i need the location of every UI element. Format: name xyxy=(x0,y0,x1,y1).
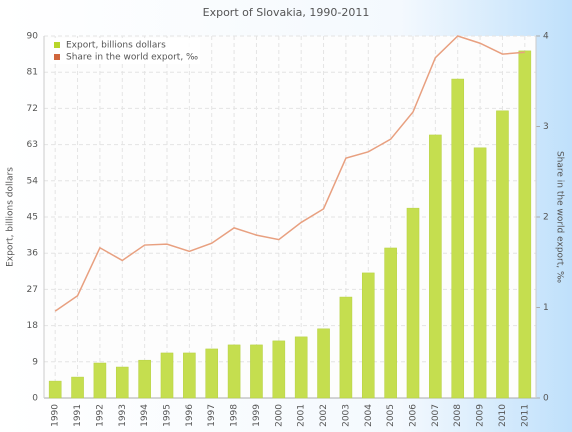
x-tick-label: 1997 xyxy=(207,404,217,427)
legend-label: Export, billions dollars xyxy=(66,41,166,51)
bar xyxy=(115,366,129,399)
bar xyxy=(227,344,241,399)
x-tick-label: 1998 xyxy=(230,404,240,427)
x-tick-label: 1991 xyxy=(73,404,83,427)
y-tick-label: 90 xyxy=(27,32,39,42)
x-tick-label: 1993 xyxy=(118,404,128,427)
bar xyxy=(183,352,196,399)
x-tick-label: 2008 xyxy=(453,404,463,427)
legend-label: Share in the world export, ‰ xyxy=(66,53,198,63)
bar xyxy=(317,328,330,399)
legend-box xyxy=(50,38,200,64)
bar xyxy=(205,348,219,399)
bar xyxy=(406,207,420,399)
y-axis-label: Export, billions dollars xyxy=(6,167,16,267)
bar xyxy=(48,380,62,399)
chart-title: Export of Slovakia, 1990-2011 xyxy=(203,6,370,19)
legend-swatch xyxy=(54,54,60,60)
x-tick-label: 2004 xyxy=(364,404,374,427)
x-tick-label: 1999 xyxy=(252,404,262,427)
y2-tick-label: 1 xyxy=(543,303,549,313)
y-tick-label: 63 xyxy=(27,140,38,150)
x-tick-label: 2010 xyxy=(498,404,508,427)
x-tick-label: 2003 xyxy=(341,404,351,427)
y-tick-label: 36 xyxy=(27,249,39,259)
bar xyxy=(71,376,84,399)
bar xyxy=(496,110,509,399)
x-tick-label: 1992 xyxy=(95,404,105,427)
bar xyxy=(429,134,442,399)
y-tick-label: 9 xyxy=(32,357,38,367)
x-tick-label: 2005 xyxy=(386,404,396,427)
y2-axis-label: Share in the world export, ‰ xyxy=(555,151,565,283)
x-tick-label: 1995 xyxy=(163,404,173,427)
bar xyxy=(361,272,375,399)
bar xyxy=(160,352,174,399)
y-tick-label: 27 xyxy=(27,285,38,295)
y2-tick-label: 4 xyxy=(543,32,549,42)
x-tick-label: 2002 xyxy=(319,404,329,427)
x-tick-label: 2009 xyxy=(476,404,486,427)
x-tick-label: 2006 xyxy=(409,404,419,427)
y-tick-label: 0 xyxy=(32,394,38,404)
bar xyxy=(272,340,286,399)
bar xyxy=(384,247,397,399)
y-tick-label: 72 xyxy=(27,104,38,114)
line xyxy=(54,35,525,312)
y-tick-label: 54 xyxy=(27,176,39,186)
x-tick-label: 1994 xyxy=(140,404,150,427)
x-tick-label: 2000 xyxy=(274,404,284,427)
bar xyxy=(518,50,532,399)
x-tick-label: 1990 xyxy=(51,404,61,427)
y2-tick-label: 0 xyxy=(543,394,549,404)
bar xyxy=(294,336,308,399)
bar xyxy=(473,147,487,399)
y-tick-label: 81 xyxy=(27,68,38,78)
bar xyxy=(339,296,353,399)
y-tick-label: 45 xyxy=(27,213,38,223)
y2-tick-label: 2 xyxy=(543,213,549,223)
y2-tick-label: 3 xyxy=(543,122,549,132)
legend-swatch xyxy=(54,42,60,48)
x-tick-label: 2011 xyxy=(520,404,530,427)
bar xyxy=(138,359,151,399)
bar xyxy=(451,78,465,399)
x-tick-label: 2007 xyxy=(431,404,441,427)
bar xyxy=(93,362,107,399)
y-tick-label: 18 xyxy=(27,321,39,331)
x-tick-label: 1996 xyxy=(185,404,195,427)
x-tick-label: 2001 xyxy=(297,404,307,427)
bar xyxy=(250,344,263,399)
